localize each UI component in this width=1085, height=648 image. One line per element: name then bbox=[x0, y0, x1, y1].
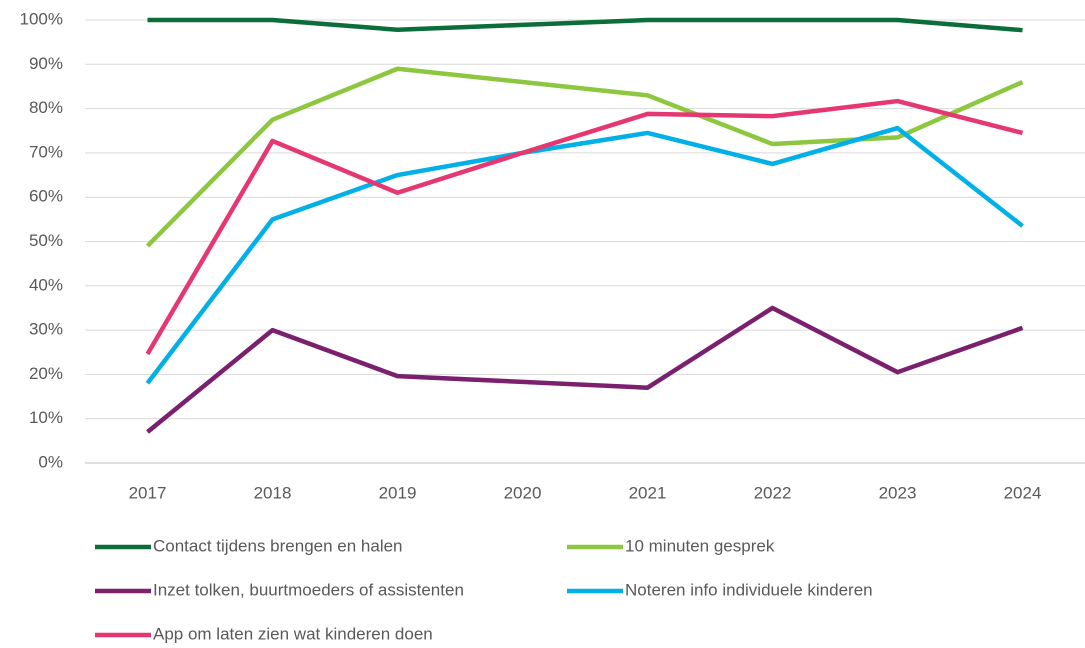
y-tick-label: 60% bbox=[29, 187, 63, 206]
y-tick-label: 70% bbox=[29, 142, 63, 161]
y-tick-label: 10% bbox=[29, 408, 63, 427]
y-tick-label: 80% bbox=[29, 98, 63, 117]
series-line bbox=[145, 66, 1024, 248]
x-tick-label: 2019 bbox=[379, 483, 417, 502]
y-tick-label: 30% bbox=[29, 320, 63, 339]
y-tick-label: 40% bbox=[29, 275, 63, 294]
x-tick-label: 2023 bbox=[879, 483, 917, 502]
x-tick-label: 2022 bbox=[754, 483, 792, 502]
x-tick-label: 2018 bbox=[254, 483, 292, 502]
series-line bbox=[145, 98, 1024, 356]
y-tick-label: 100% bbox=[20, 9, 63, 28]
legend-label: App om laten zien wat kinderen doen bbox=[153, 624, 433, 643]
x-tick-label: 2020 bbox=[504, 483, 542, 502]
series-line bbox=[146, 305, 1024, 434]
y-tick-label: 90% bbox=[29, 54, 63, 73]
legend-label: 10 minuten gesprek bbox=[625, 536, 775, 555]
series-line bbox=[145, 125, 1024, 385]
legend-label: Contact tijdens brengen en halen bbox=[153, 536, 403, 555]
legend-label: Noteren info individuele kinderen bbox=[625, 580, 873, 599]
y-tick-label: 20% bbox=[29, 364, 63, 383]
x-tick-label: 2017 bbox=[129, 483, 167, 502]
legend-label: Inzet tolken, buurtmoeders of assistente… bbox=[153, 580, 464, 599]
x-tick-label: 2024 bbox=[1004, 483, 1042, 502]
series-line bbox=[147, 17, 1023, 33]
y-tick-label: 50% bbox=[29, 231, 63, 250]
y-tick-label: 0% bbox=[38, 452, 63, 471]
x-tick-label: 2021 bbox=[629, 483, 667, 502]
